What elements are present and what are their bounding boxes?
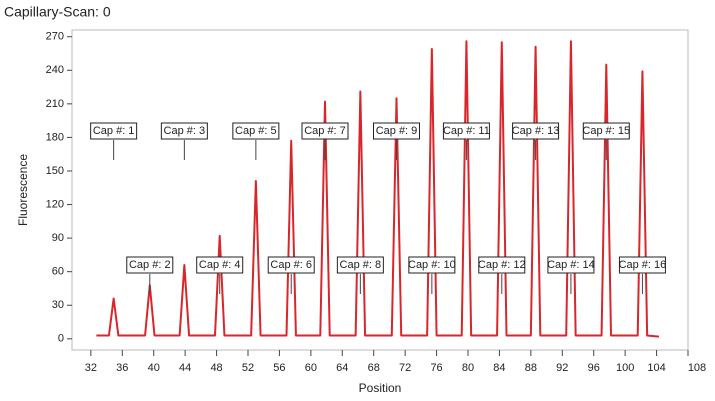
annotation-label: Cap #: 2 <box>129 259 171 271</box>
y-tick-label: 30 <box>52 299 64 311</box>
x-tick-label: 72 <box>399 362 411 374</box>
y-tick-label: 210 <box>46 98 64 110</box>
x-tick-label: 96 <box>588 362 600 374</box>
annotation-box <box>267 256 315 274</box>
x-tick-label: 92 <box>556 362 568 374</box>
annotation-label: Cap #: 12 <box>478 259 526 271</box>
annotation-label: Cap #: 4 <box>199 259 241 271</box>
annotation-label: Cap #: 3 <box>164 125 206 137</box>
annotation-box <box>160 122 208 140</box>
x-tick-label: 104 <box>647 362 665 374</box>
y-tick-label: 240 <box>46 64 64 76</box>
x-tick-label: 80 <box>462 362 474 374</box>
annotation-label: Cap #: 5 <box>235 125 277 137</box>
annotation-box <box>90 122 138 140</box>
x-tick-label: 36 <box>116 362 128 374</box>
annotation-box <box>408 256 456 274</box>
y-tick-label: 0 <box>58 333 64 345</box>
y-tick-label: 60 <box>52 266 64 278</box>
y-tick-label: 180 <box>46 131 64 143</box>
annotation-box <box>373 122 420 140</box>
x-tick-label: 44 <box>179 362 191 374</box>
annotation-box <box>232 122 280 140</box>
x-tick-label: 32 <box>85 362 97 374</box>
y-axis-label: Fluorescence <box>16 154 30 226</box>
x-tick-label: 40 <box>148 362 160 374</box>
annotation-label: Cap #: 13 <box>512 125 560 137</box>
annotation-box <box>618 256 666 274</box>
x-tick-label: 76 <box>430 362 442 374</box>
annotation-label: Cap #: 1 <box>93 125 135 137</box>
annotation-box <box>126 256 174 274</box>
annotation-box <box>478 256 526 274</box>
annotation-box <box>547 256 595 274</box>
y-tick-label: 150 <box>46 165 64 177</box>
annotation-label: Cap #: 7 <box>304 125 346 137</box>
x-tick-label: 52 <box>242 362 254 374</box>
annotation-label: Cap #: 6 <box>270 259 312 271</box>
y-tick-label: 90 <box>52 232 64 244</box>
x-axis-label: Position <box>359 381 402 395</box>
annotation-label: Cap #: 15 <box>582 125 630 137</box>
annotation-box <box>512 122 560 140</box>
x-tick-label: 64 <box>336 362 348 374</box>
x-tick-label: 100 <box>616 362 634 374</box>
annotation-box <box>582 122 630 140</box>
plot-frame <box>71 29 689 351</box>
y-tick-label: 270 <box>46 31 64 43</box>
annotation-label: Cap #: 8 <box>340 259 382 271</box>
x-tick-label: 60 <box>305 362 317 374</box>
x-tick-label: 48 <box>210 362 222 374</box>
annotation-label: Cap #: 11 <box>443 125 490 137</box>
annotation-label: Cap #: 9 <box>376 125 418 137</box>
x-tick-label: 84 <box>493 362 505 374</box>
x-tick-label: 68 <box>368 362 380 374</box>
y-tick-label: 120 <box>46 198 64 210</box>
trace-line <box>96 40 660 338</box>
annotation-label: Cap #: 14 <box>547 259 595 271</box>
annotation-label: Cap #: 16 <box>619 259 667 271</box>
annotation-box <box>336 256 384 274</box>
annotation-label: Cap #: 10 <box>408 259 456 271</box>
x-tick-label: 56 <box>273 362 285 374</box>
annotation-box <box>196 256 244 274</box>
annotation-box <box>301 122 349 140</box>
x-tick-label: 108 <box>688 362 706 374</box>
chart-title: Capillary-Scan: 0 <box>4 4 111 20</box>
annotation-box <box>442 122 490 140</box>
x-tick-label: 88 <box>525 362 537 374</box>
